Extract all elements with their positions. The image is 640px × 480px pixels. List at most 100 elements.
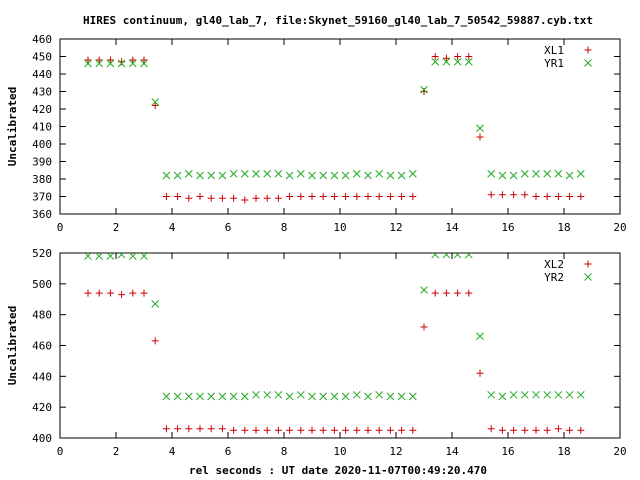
data-point-yr1 [386, 171, 395, 180]
data-point-yr1 [128, 59, 137, 68]
data-point-xl1 [84, 56, 92, 64]
data-point-yr1 [162, 171, 171, 180]
series-yr1 [84, 57, 585, 180]
data-point-xl1 [174, 193, 182, 200]
data-point-xl1 [543, 193, 551, 200]
data-point-yr1 [285, 171, 294, 180]
data-point-yr2 [364, 392, 372, 401]
x-tick-label: 10 [333, 221, 346, 234]
data-point-xl2 [476, 369, 484, 377]
data-point-yr1 [84, 59, 92, 68]
y-tick-label: 440 [32, 68, 52, 81]
x-tick-label: 16 [501, 221, 514, 234]
data-point-xl1 [442, 54, 450, 62]
y-tick-label: 410 [32, 121, 52, 134]
y-tick-label: 520 [32, 247, 52, 260]
data-point-xl2 [566, 426, 574, 434]
data-point-yr2 [106, 253, 115, 260]
data-point-xl1 [510, 191, 518, 199]
data-point-xl1 [364, 193, 372, 200]
data-point-xl2 [151, 337, 159, 345]
data-point-xl1 [487, 191, 495, 199]
legend-label-xl1: XL1 [544, 44, 564, 57]
data-point-yr2 [532, 390, 540, 399]
data-point-yr1 [431, 57, 440, 66]
data-point-xl1 [196, 193, 204, 200]
data-point-yr2 [420, 286, 428, 294]
data-point-yr2 [576, 390, 585, 399]
data-point-xl1 [375, 193, 383, 200]
data-point-xl1 [140, 56, 148, 64]
data-point-yr1 [308, 171, 316, 180]
data-point-yr1 [375, 169, 384, 178]
data-point-xl2 [218, 425, 226, 433]
data-point-yr2 [173, 392, 182, 401]
data-point-xl1 [297, 193, 305, 200]
data-point-xl2 [230, 426, 238, 434]
data-point-yr2 [431, 253, 440, 259]
data-point-xl2 [577, 426, 585, 434]
y-tick-label: 500 [32, 278, 52, 291]
data-point-xl2 [95, 289, 103, 297]
data-point-yr2 [520, 390, 529, 399]
data-point-xl2 [386, 426, 394, 434]
data-point-yr1 [140, 59, 148, 68]
data-point-yr1 [565, 171, 574, 180]
data-point-xl1 [398, 193, 406, 200]
y-tick-label: 480 [32, 309, 52, 322]
data-point-xl1 [129, 56, 137, 64]
data-point-xl2 [398, 426, 406, 434]
data-point-yr2 [487, 390, 496, 399]
data-point-yr2 [207, 392, 216, 401]
data-point-yr2 [263, 390, 272, 399]
data-point-xl1 [465, 53, 473, 60]
x-tick-label: 8 [281, 445, 288, 458]
data-point-xl2 [420, 323, 428, 331]
x-tick-label: 16 [501, 445, 514, 458]
x-tick-label: 12 [389, 445, 402, 458]
data-point-xl2 [106, 289, 114, 297]
data-point-yr1 [196, 171, 204, 180]
data-point-yr1 [117, 59, 126, 68]
y-tick-label: 460 [32, 33, 52, 46]
data-point-yr1 [487, 169, 496, 178]
data-point-yr1 [95, 59, 104, 68]
data-point-xl2 [510, 426, 518, 434]
data-point-yr2 [285, 392, 294, 401]
x-tick-label: 4 [169, 445, 176, 458]
data-point-yr1 [464, 57, 473, 66]
data-point-yr1 [184, 169, 193, 178]
y-tick-label: 430 [32, 86, 52, 99]
data-point-yr1 [274, 169, 283, 178]
y-tick-label: 380 [32, 173, 52, 186]
data-point-xl2 [84, 289, 92, 297]
y-tick-label: 360 [32, 208, 52, 221]
data-point-yr2 [128, 253, 137, 260]
x-tick-label: 18 [557, 221, 570, 234]
data-point-xl1 [353, 193, 361, 200]
x-tick-label: 14 [445, 221, 459, 234]
x-axis-label: rel seconds : UT date 2020-11-07T00:49:2… [189, 464, 487, 477]
x-tick-label: 0 [57, 445, 64, 458]
series-xl1 [84, 53, 585, 204]
data-point-yr2 [565, 390, 574, 399]
data-point-yr1 [520, 169, 529, 178]
data-point-yr2 [319, 392, 328, 401]
y-tick-label: 440 [32, 370, 52, 383]
legend-label-xl2: XL2 [544, 258, 564, 271]
data-point-yr1 [532, 169, 540, 178]
data-point-yr1 [341, 171, 350, 180]
data-point-yr1 [498, 171, 507, 180]
series-yr2 [84, 253, 585, 401]
data-point-yr2 [218, 392, 227, 401]
data-point-xl1 [454, 53, 462, 60]
data-point-yr2 [375, 390, 384, 399]
x-tick-label: 6 [225, 445, 232, 458]
data-point-xl2 [196, 425, 204, 433]
top-panel: 360 370 380 390 400 410 420 430 440 450 460 0 2 4 6 8 10… [6, 33, 627, 234]
data-point-xl2 [286, 426, 294, 434]
data-point-yr1 [576, 169, 585, 178]
data-point-yr2 [509, 390, 518, 399]
